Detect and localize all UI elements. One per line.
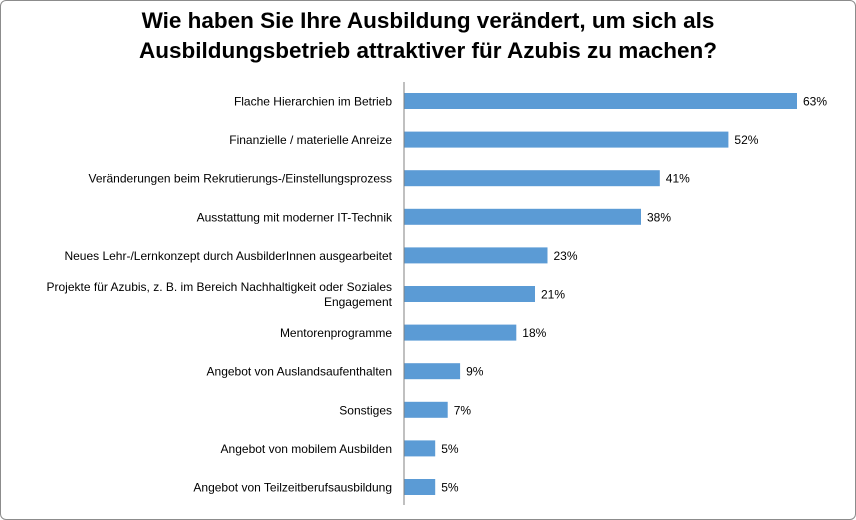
bar xyxy=(404,401,448,418)
chart-title: Wie haben Sie Ihre Ausbildung verändert,… xyxy=(0,6,856,66)
category-label: Angebot von mobilem Ausbilden xyxy=(221,442,392,456)
value-label: 5% xyxy=(441,442,459,456)
bar xyxy=(404,363,461,380)
value-label: 9% xyxy=(466,365,484,379)
bar xyxy=(404,170,660,187)
bar xyxy=(404,247,548,264)
chart-title-line-2: Ausbildungsbetrieb attraktiver für Azubi… xyxy=(138,38,717,63)
chart-title-line-1: Wie haben Sie Ihre Ausbildung verändert,… xyxy=(141,8,715,33)
value-label: 23% xyxy=(554,249,578,263)
value-label: 52% xyxy=(734,133,758,147)
bar xyxy=(404,286,535,302)
value-label: 63% xyxy=(803,95,827,109)
category-label: Mentorenprogramme xyxy=(280,326,392,340)
value-label: 7% xyxy=(454,403,472,417)
value-label: 5% xyxy=(441,481,459,495)
category-label: Ausstattung mit moderner IT-Technik xyxy=(197,210,393,224)
value-label: 18% xyxy=(522,326,546,340)
category-label: Projekte für Azubis, z. B. im Bereich Na… xyxy=(47,280,393,294)
category-label: Flache Hierarchien im Betrieb xyxy=(234,95,392,109)
bar xyxy=(404,440,436,457)
bar xyxy=(404,479,436,495)
category-label: Finanzielle / materielle Anreize xyxy=(229,133,392,147)
bar xyxy=(404,93,797,109)
bar xyxy=(404,208,641,225)
category-label: Angebot von Teilzeitberufsausbildung xyxy=(193,481,392,495)
bar xyxy=(404,131,729,148)
value-label: 38% xyxy=(647,210,671,224)
value-label: 41% xyxy=(666,172,690,186)
value-label: 21% xyxy=(541,288,565,302)
category-label: Veränderungen beim Rekrutierungs-/Einste… xyxy=(88,172,392,186)
category-label: Angebot von Auslandsaufenthalten xyxy=(207,365,392,379)
bar xyxy=(404,324,517,341)
category-label: Engagement xyxy=(324,295,393,309)
category-label: Neues Lehr-/Lernkonzept durch AusbilderI… xyxy=(64,249,392,263)
category-label: Sonstiges xyxy=(339,403,392,417)
